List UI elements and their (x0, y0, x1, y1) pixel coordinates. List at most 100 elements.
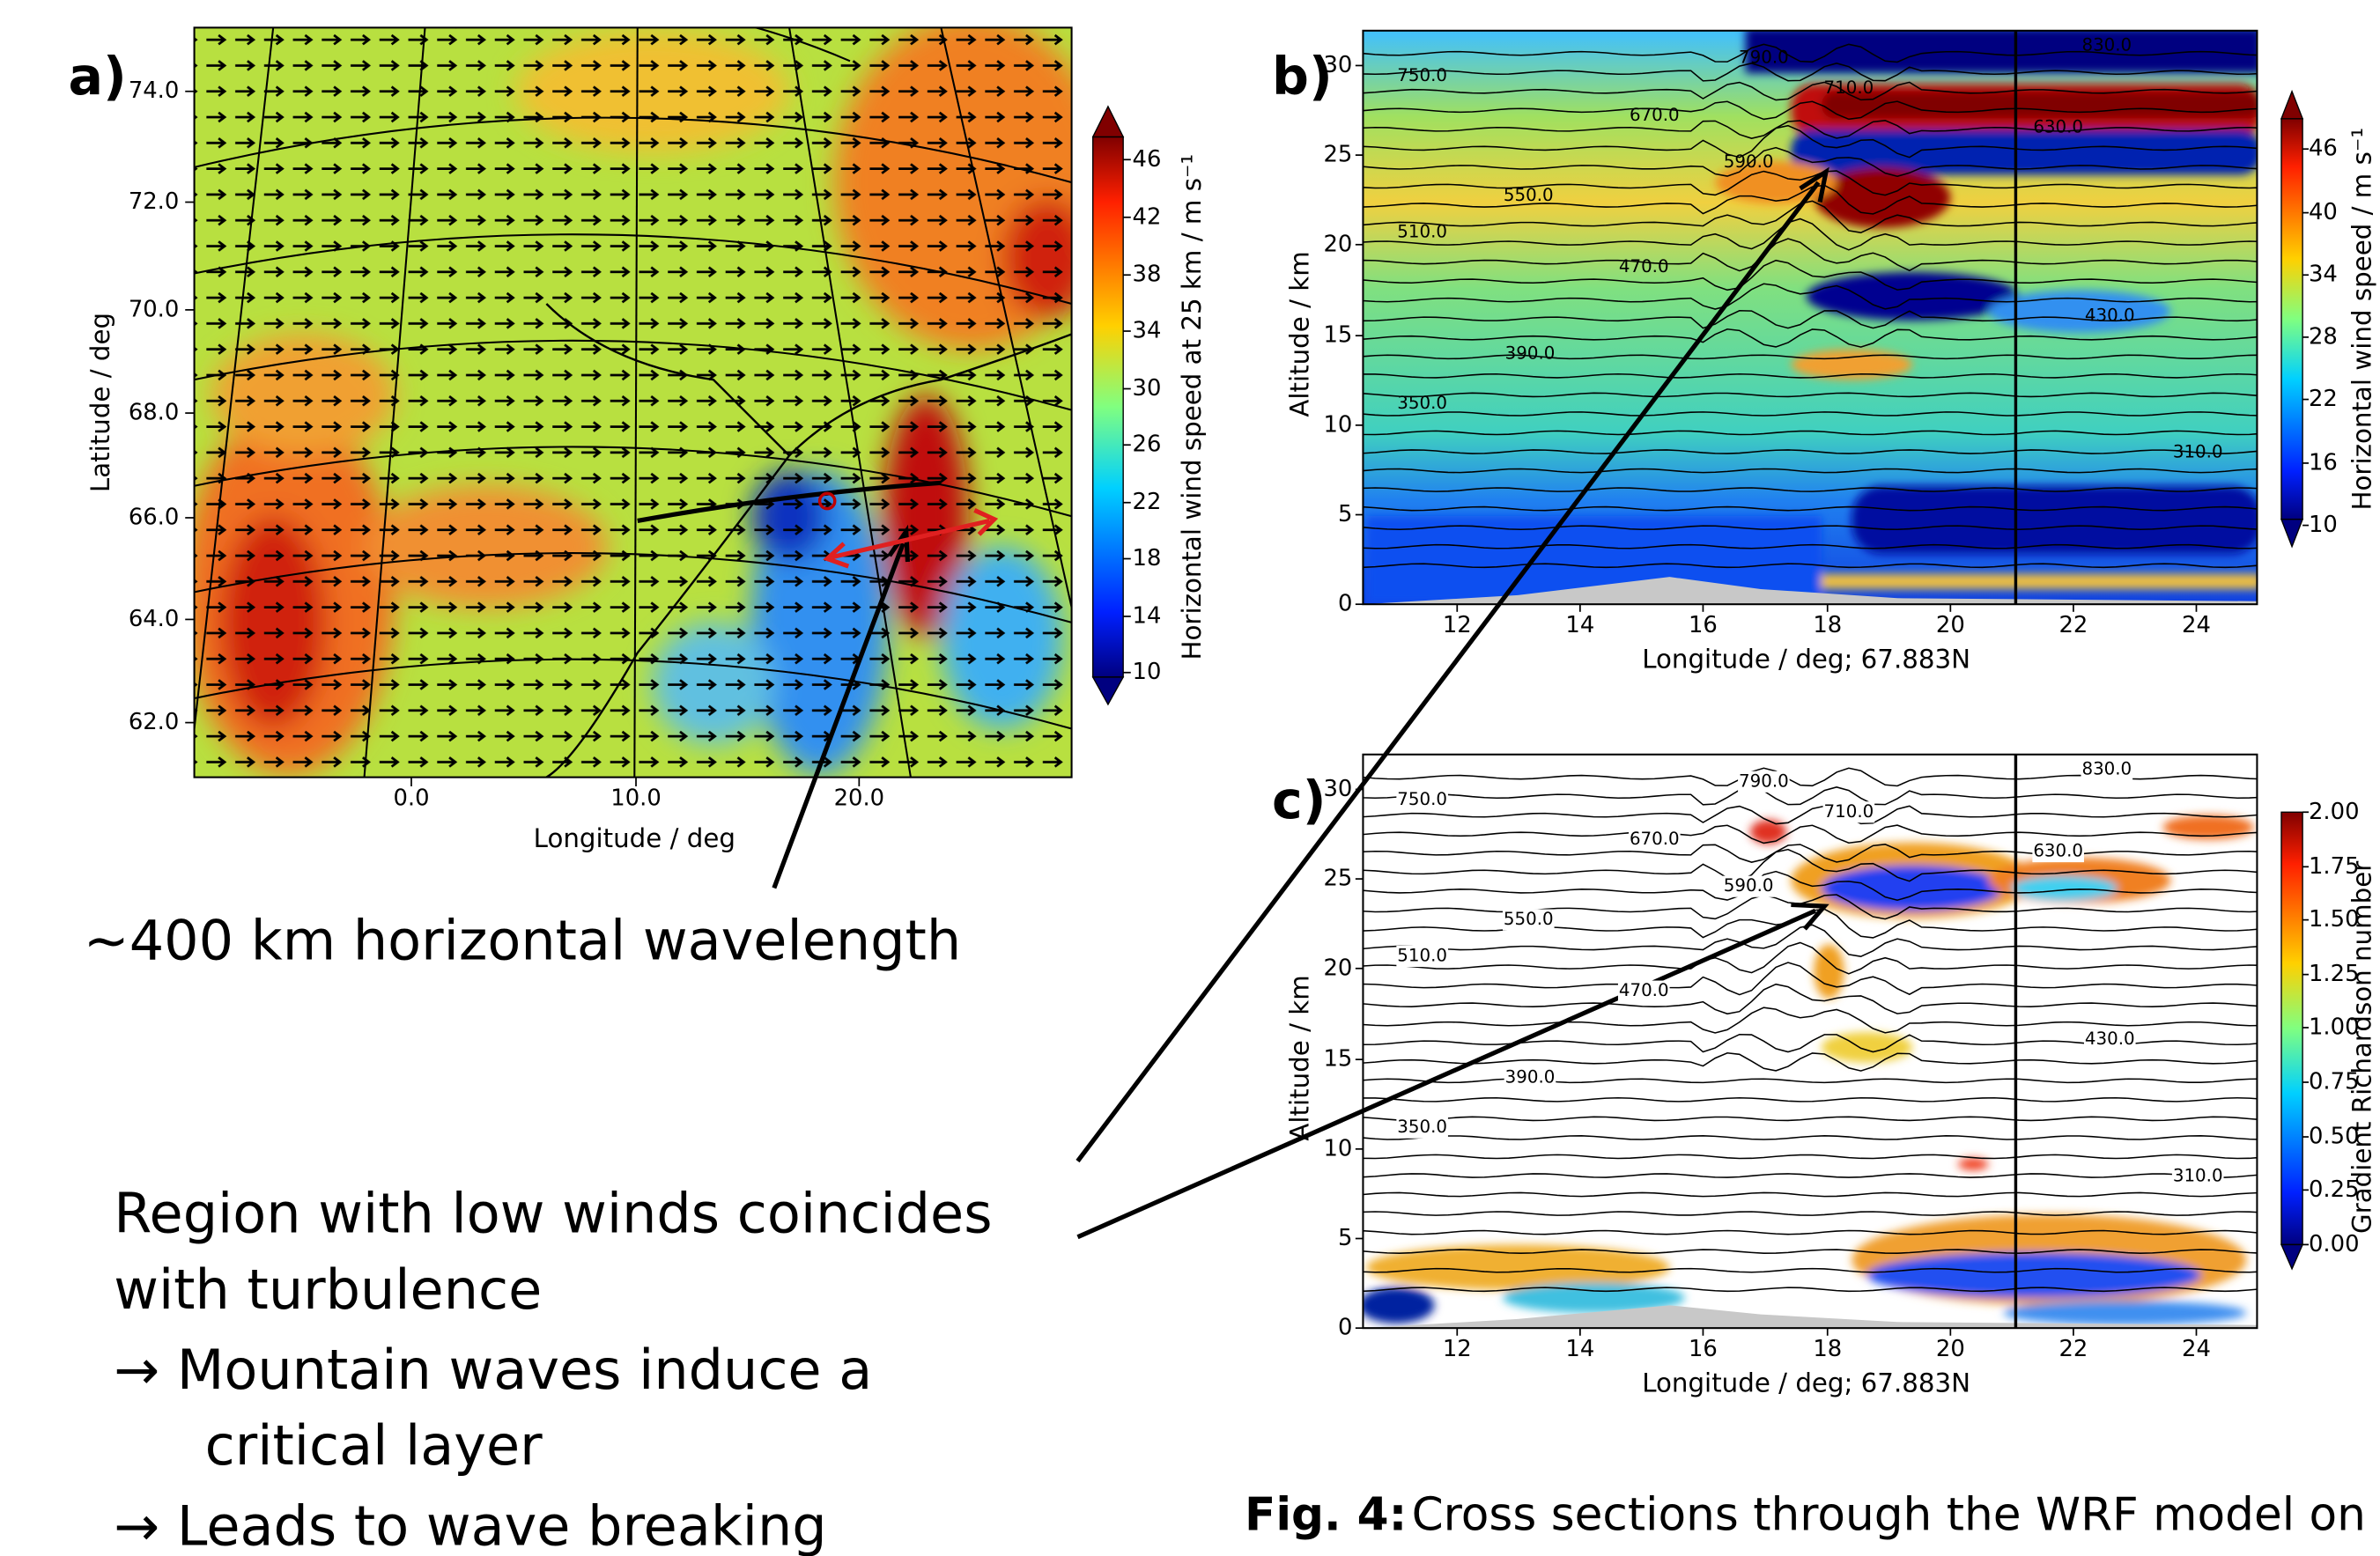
contour-label: 470.0 (1619, 256, 1669, 277)
colorbar-tick-label: 14 (1133, 602, 1162, 629)
contour-line (1363, 1249, 2258, 1254)
contour-line (1363, 848, 2258, 882)
colorbar-tick-label: 28 (2309, 323, 2338, 350)
x-tick-label: 24 (2182, 612, 2211, 638)
contour-label: 350.0 (1397, 1117, 1447, 1137)
colorbar-tick-label: 30 (1133, 375, 1162, 402)
annotation-line: → Mountain waves induce a (114, 1338, 872, 1402)
colorbar-tick-label: 22 (1133, 489, 1162, 515)
x-axis-label: Longitude / deg; 67.883N (1642, 1368, 1970, 1398)
x-tick-label: 20 (1936, 1336, 1965, 1362)
contour-line (1363, 146, 2258, 178)
contour-label: 310.0 (2173, 441, 2223, 461)
colorbar-label: Gradient Richardson number (2347, 860, 2377, 1234)
plot-frame (193, 26, 1073, 778)
colorbar-tick-label: 0.25 (2309, 1176, 2360, 1203)
contour-line (1363, 543, 2258, 549)
contour-label: 390.0 (1505, 1066, 1556, 1087)
contour-line (1363, 1135, 2258, 1140)
contour-line (1363, 354, 2258, 360)
contour-line (1363, 1229, 2258, 1235)
contour-label: 590.0 (1724, 875, 1774, 896)
x-tick-label: 14 (1565, 1336, 1594, 1362)
contour-line (1363, 124, 2258, 159)
contour-line (1363, 81, 2258, 101)
y-tick-label: 15 (1324, 1046, 1353, 1073)
contour-line (1363, 120, 2258, 139)
contour-label: 550.0 (1504, 185, 1554, 205)
contour-line (1363, 824, 2258, 844)
wavelength-arrow (823, 508, 999, 569)
contour-line (1363, 63, 2258, 82)
contour-line (1363, 1096, 2258, 1102)
y-tick-label: 25 (1324, 866, 1353, 892)
contour-label: 350.0 (1397, 393, 1447, 413)
caption-text: Cross sections through the WRF model on … (1412, 1488, 2380, 1541)
annotation-line: critical layer (205, 1413, 543, 1478)
contour-line (1363, 100, 2258, 121)
y-tick-label: 5 (1338, 1225, 1352, 1251)
colorbar-tick-label: 22 (2309, 386, 2338, 412)
contour-line (1363, 373, 2258, 379)
x-axis-label: Longitude / deg; 67.883N (1642, 645, 1970, 675)
contour-line (1363, 309, 2258, 329)
x-tick-label: 16 (1689, 612, 1718, 638)
y-tick-label: 25 (1324, 142, 1353, 168)
y-tick-label: 20 (1324, 231, 1353, 257)
contour-label: 670.0 (1630, 105, 1680, 125)
colorbar (2280, 89, 2304, 549)
contour-label: 550.0 (1504, 909, 1554, 929)
contour-line (1363, 805, 2258, 825)
y-tick-label: 5 (1338, 501, 1352, 527)
contour-label: 390.0 (1505, 343, 1556, 363)
contour-line (1363, 218, 2258, 251)
x-tick-label: 0.0 (393, 785, 429, 811)
contour-line (1363, 1191, 2258, 1198)
contour-label-bg (1617, 980, 1670, 1002)
contour-line (1363, 1007, 2258, 1034)
annotation: ~400 km horizontal wavelength (84, 908, 961, 972)
colorbar-tick-label: 0.00 (2309, 1231, 2360, 1257)
x-tick-label: 20 (1936, 612, 1965, 638)
y-tick-label: 10 (1324, 411, 1353, 438)
contour-line (1363, 786, 2258, 806)
contour-label: 790.0 (1739, 771, 1789, 791)
colorbar-tick-label: 10 (2309, 512, 2338, 538)
colorbar-tick-label: 10 (1133, 659, 1162, 685)
caption-label: Fig. 4: (1245, 1488, 1407, 1541)
contour-line (1363, 43, 2258, 63)
x-tick-label: 10.0 (610, 785, 662, 811)
contour-line (1363, 962, 2258, 996)
contour-line (1363, 1116, 2258, 1122)
contour-label: 470.0 (1619, 980, 1669, 1000)
colorbar (1091, 105, 1125, 706)
contour-line (1363, 1078, 2258, 1084)
annotation-line: with turbulence (114, 1257, 542, 1322)
plot-frame (1362, 753, 2258, 1330)
y-axis-label: Altitude / km (1284, 251, 1314, 417)
contour-label: 630.0 (2033, 117, 2083, 137)
colorbar-tick-label: 34 (2309, 262, 2338, 288)
contour-line (1363, 430, 2258, 436)
contour-label-bg (2083, 1029, 2136, 1051)
contour-line (1363, 563, 2258, 569)
contour-line (1363, 328, 2258, 348)
colorbar-tick-label: 1.00 (2309, 1014, 2360, 1040)
colorbar-tick-label: 42 (1133, 203, 1162, 230)
annotation-arrows (772, 166, 1829, 1240)
contour-line (1363, 983, 2258, 1015)
contour-label-bg (1504, 1066, 1556, 1088)
colorbar-label: Horizontal wind speed at 25 km / m s⁻¹ (1177, 154, 1207, 660)
contour-label-bg (1822, 801, 1875, 823)
x-tick-label: 22 (2058, 612, 2088, 638)
contour-line (1363, 1211, 2258, 1216)
panel-label: c) (1272, 771, 1326, 830)
y-tick-label: 70.0 (129, 296, 180, 322)
contour-line (1363, 1051, 2258, 1072)
y-tick-label: 64.0 (129, 606, 180, 632)
y-tick-label: 20 (1324, 955, 1353, 981)
x-tick-label: 18 (1813, 1336, 1842, 1362)
contour-line (1363, 184, 2258, 215)
colorbar-tick-label: 18 (1133, 545, 1162, 572)
